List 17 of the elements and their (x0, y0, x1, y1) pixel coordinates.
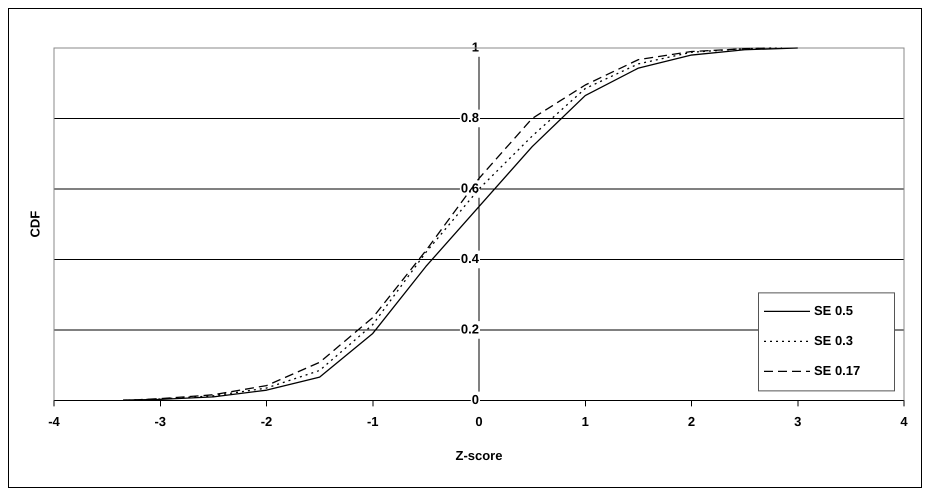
legend-label: SE 0.5 (814, 302, 854, 318)
legend-label: SE 0.3 (814, 332, 854, 348)
x-tick-label: 3 (794, 414, 802, 429)
x-tick-label: -1 (366, 414, 379, 429)
y-axis-title: CDF (28, 210, 43, 238)
x-tick-label: 4 (900, 414, 908, 429)
x-tick-label: 1 (582, 414, 589, 429)
y-tick-label: 0 (472, 392, 479, 407)
x-axis-title: Z-score (456, 448, 502, 463)
x-tick-label: -2 (260, 414, 272, 429)
y-tick-label: 0.4 (460, 251, 480, 266)
legend-label: SE 0.17 (814, 362, 860, 378)
x-tick-label: -3 (154, 414, 166, 429)
y-tick-label: 0.2 (460, 322, 479, 336)
x-tick-label: -4 (48, 414, 61, 429)
y-tick-label: 0.8 (460, 110, 479, 126)
x-tick-label: 2 (688, 414, 696, 429)
